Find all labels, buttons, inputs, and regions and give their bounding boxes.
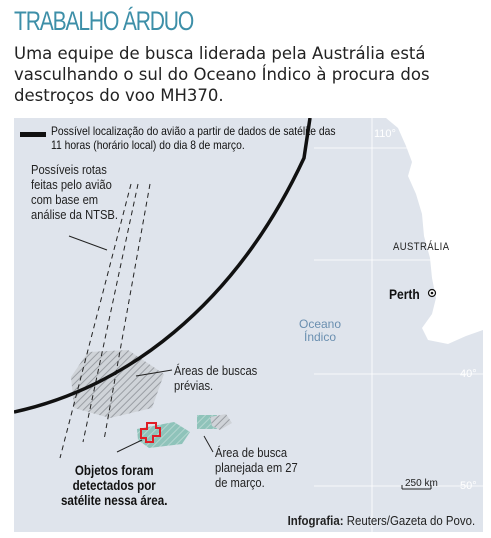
legend-text: Possível localização do avião a partir d… <box>51 124 336 152</box>
city-label: Perth <box>389 286 420 302</box>
previous-areas-label: Áreas de buscas prévias. <box>174 363 258 393</box>
australia-land <box>386 118 483 344</box>
country-label: AUSTRÁLIA <box>393 241 450 253</box>
credit-source: Reuters/Gazeta do Povo. <box>346 513 475 528</box>
lede: Uma equipe de busca liderada pela Austrá… <box>14 44 430 105</box>
ocean-label: Oceano Índico <box>298 317 342 344</box>
possible-routes <box>59 183 151 459</box>
scale-bar <box>401 485 432 490</box>
map-graphic <box>14 118 483 532</box>
latitude-label-40: 40° <box>460 368 477 380</box>
planned-search-area <box>137 422 190 448</box>
planned-area-label: Área de busca planejada em 27 de março. <box>215 445 298 490</box>
map: Possível localização do avião a partir d… <box>14 118 483 532</box>
headline: TRABALHO ÁRDUO <box>14 6 194 36</box>
scale-label: 250 km <box>405 478 438 489</box>
latitude-label-20: 20° <box>460 142 477 154</box>
previous-search-area <box>71 350 164 418</box>
credit: Infografia: Reuters/Gazeta do Povo. <box>287 513 475 528</box>
longitude-label: 110° <box>374 128 396 140</box>
graticule <box>314 118 483 532</box>
latitude-label-50: 50° <box>460 480 477 492</box>
objects-note: Objetos foram detectados por satélite ne… <box>60 463 168 508</box>
detection-area <box>140 422 161 443</box>
latitude-label-30: 30° <box>460 254 477 266</box>
credit-label: Infografia: <box>287 513 344 528</box>
satellite-arc <box>14 118 312 414</box>
legend-arc-swatch <box>20 132 46 137</box>
routes-note: Possíveis rotas feitas pelo avião com ba… <box>31 162 119 222</box>
